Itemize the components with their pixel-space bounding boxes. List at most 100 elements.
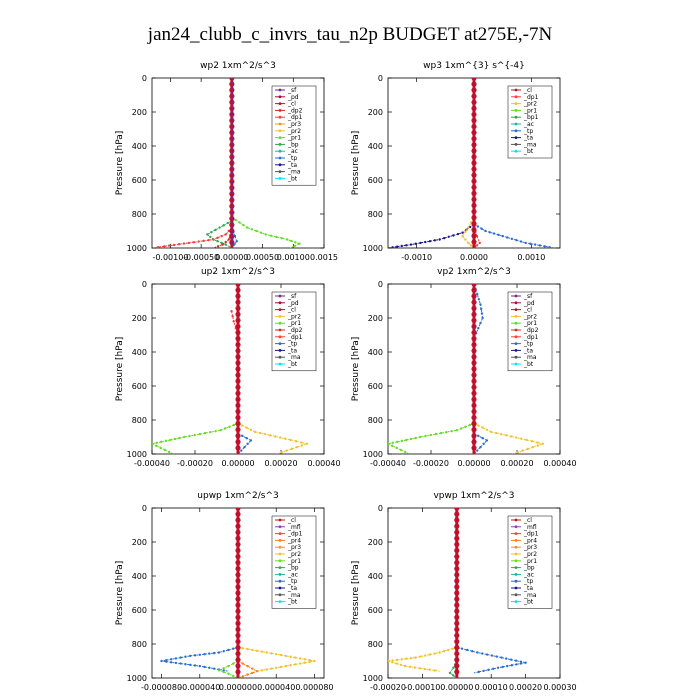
series-marker-tp bbox=[509, 658, 513, 661]
series-marker-cl bbox=[454, 529, 460, 535]
legend-entry: _tp bbox=[523, 128, 533, 135]
series-marker-dp1 bbox=[156, 245, 160, 248]
legend-marker bbox=[514, 593, 518, 597]
panel-title: upwp 1xm^2/s^3 bbox=[197, 491, 278, 501]
legend-entry: _cl bbox=[287, 101, 296, 108]
series-marker-tp bbox=[249, 439, 253, 442]
series-marker-cl bbox=[235, 311, 241, 317]
series-marker-bp bbox=[209, 235, 212, 239]
legend-marker bbox=[514, 552, 518, 556]
series-marker-cl bbox=[235, 329, 241, 336]
legend-marker bbox=[278, 525, 282, 529]
series-marker-pr1 bbox=[169, 438, 172, 442]
series-marker-pr2 bbox=[423, 654, 427, 657]
series-marker-pr2 bbox=[265, 651, 268, 654]
series-marker-pr2 bbox=[464, 238, 467, 241]
series-marker-pr1 bbox=[227, 672, 230, 675]
series-marker-ta bbox=[405, 244, 408, 247]
series-marker-dp1 bbox=[220, 234, 223, 238]
series-marker-sf bbox=[230, 146, 234, 150]
series-marker-bp bbox=[222, 224, 225, 227]
series-marker-pr1 bbox=[209, 430, 212, 434]
series-marker-tp bbox=[496, 666, 500, 669]
series-marker-pr2 bbox=[477, 424, 480, 427]
series-marker-cl bbox=[454, 596, 460, 602]
series-marker-cl bbox=[235, 608, 241, 614]
series-marker-tp bbox=[476, 225, 480, 228]
series-marker-pr2 bbox=[442, 650, 446, 653]
series-marker-sf bbox=[230, 176, 234, 180]
legend-marker bbox=[278, 573, 282, 576]
series-marker-pr1 bbox=[188, 434, 191, 438]
y-tick-label: 200 bbox=[132, 108, 147, 117]
series-marker-pr2 bbox=[279, 665, 283, 669]
legend-marker bbox=[514, 149, 518, 153]
series-marker-tp bbox=[480, 312, 484, 315]
series-marker-dp1 bbox=[177, 243, 181, 246]
series-marker-cl bbox=[454, 584, 460, 590]
series-marker-pr2 bbox=[461, 234, 464, 238]
legend-entry: _ma bbox=[523, 141, 537, 148]
series-marker-pr1 bbox=[459, 427, 463, 430]
series-marker-cl bbox=[235, 402, 241, 409]
series-marker-pr1 bbox=[255, 229, 258, 233]
series-marker-cl bbox=[235, 366, 241, 372]
series-marker-tp bbox=[479, 321, 482, 325]
series-marker-pr1 bbox=[434, 432, 438, 436]
series-marker-pr2 bbox=[447, 648, 450, 652]
legend-marker bbox=[278, 532, 282, 535]
series-marker-cl bbox=[454, 602, 460, 608]
series-marker-tp bbox=[477, 434, 480, 438]
x-tick-label: -0.00050 bbox=[183, 253, 219, 262]
series-marker-tp bbox=[189, 663, 192, 667]
series-marker-pr2 bbox=[404, 664, 407, 668]
y-axis-label: Pressure [hPa] bbox=[115, 337, 125, 402]
series-marker-pr1 bbox=[464, 425, 467, 428]
series-marker-cl bbox=[471, 445, 477, 451]
legend-entry: _pd bbox=[523, 300, 535, 307]
series-marker-cl bbox=[235, 421, 241, 427]
legend-marker bbox=[514, 294, 518, 298]
series-marker-pr2 bbox=[409, 656, 413, 660]
series-marker-cl bbox=[454, 638, 460, 645]
series-marker-cl bbox=[454, 547, 460, 554]
series-marker-cl bbox=[235, 433, 241, 439]
legend-marker bbox=[514, 349, 518, 352]
series-marker-pr1 bbox=[232, 423, 235, 427]
series-marker-pr1 bbox=[405, 438, 408, 442]
series-marker-tp bbox=[492, 667, 495, 671]
legend-entry: _pr2 bbox=[523, 551, 537, 558]
y-tick-label: 800 bbox=[368, 416, 383, 425]
x-tick-label: 0.00040 bbox=[543, 459, 576, 468]
series-marker-cl bbox=[471, 284, 477, 287]
legend-entry: _dp1 bbox=[523, 334, 539, 341]
series-marker-cl bbox=[471, 323, 477, 330]
series-marker-cl bbox=[471, 378, 477, 384]
series-marker-tp bbox=[179, 662, 182, 665]
y-axis-label: Pressure [hPa] bbox=[115, 131, 125, 196]
series-marker-pr1 bbox=[264, 233, 267, 236]
series-marker-tp bbox=[208, 666, 211, 669]
legend-entry: _pr1 bbox=[523, 320, 537, 327]
legend-marker bbox=[278, 177, 282, 180]
series-marker-cl bbox=[471, 154, 477, 160]
y-tick-label: 400 bbox=[132, 142, 147, 151]
series-marker-pr2 bbox=[400, 658, 403, 661]
series-marker-dp1 bbox=[202, 239, 205, 243]
y-tick-label: 600 bbox=[132, 606, 147, 615]
series-marker-pr2 bbox=[295, 446, 298, 449]
series-marker-pr2 bbox=[536, 441, 539, 444]
panel-title: wp3 1xm^{3} s^{-4} bbox=[423, 61, 525, 71]
series-marker-cl bbox=[235, 305, 241, 311]
series-marker-cl bbox=[229, 197, 235, 203]
series-marker-pr1 bbox=[280, 237, 283, 240]
legend-entry: _bp1 bbox=[523, 114, 539, 121]
series-marker-cl bbox=[471, 390, 477, 396]
series-marker-pr2 bbox=[391, 659, 394, 662]
series-marker-cl bbox=[471, 348, 477, 354]
legend-marker bbox=[514, 328, 518, 332]
y-tick-label: 600 bbox=[132, 176, 147, 185]
legend-marker bbox=[278, 122, 282, 126]
series-marker-sf bbox=[230, 96, 234, 100]
x-tick-label: 0.00020 bbox=[509, 683, 542, 692]
